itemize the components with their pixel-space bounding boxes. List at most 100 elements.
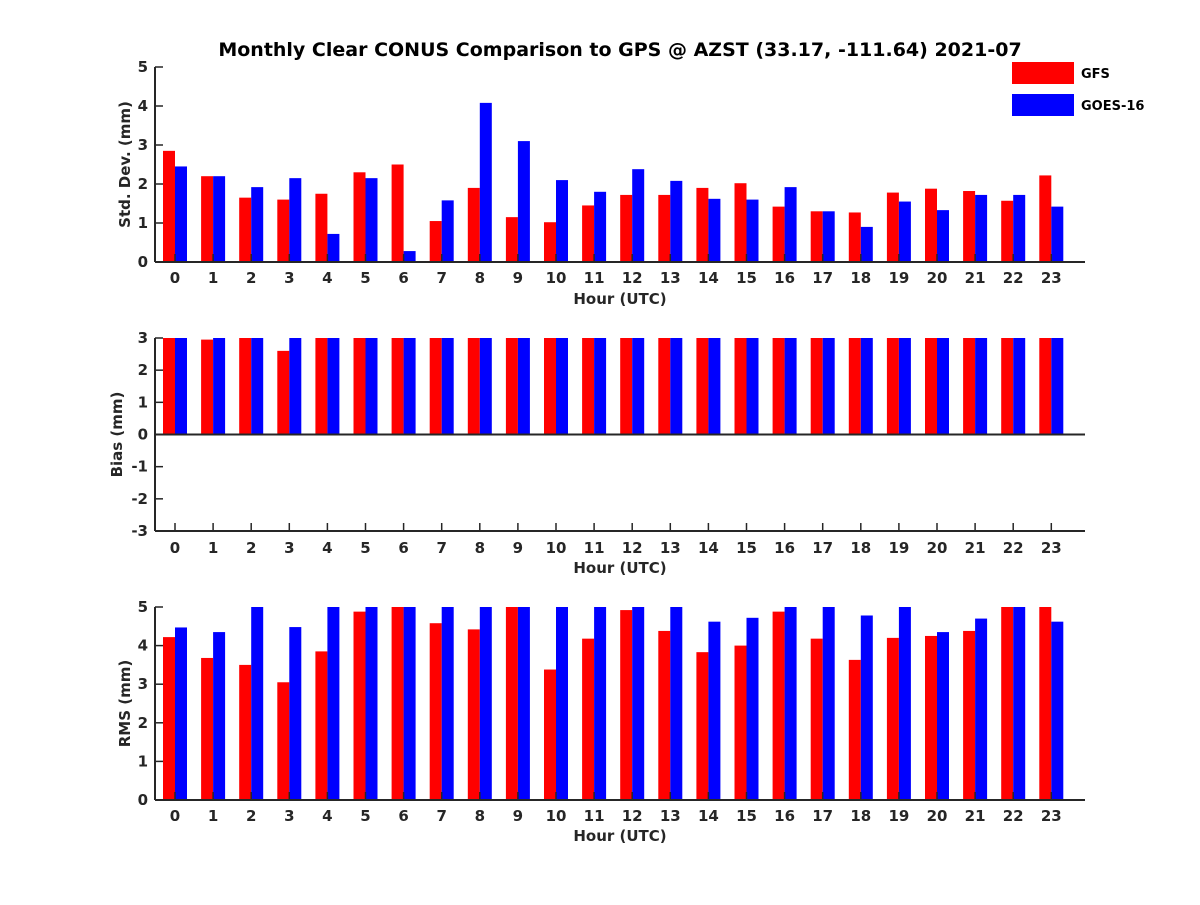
x-tick-label: 11 (584, 539, 605, 557)
bar-goes16-hour-15 (746, 199, 759, 262)
x-tick-label: 8 (475, 269, 485, 287)
bar-goes16-hour-17 (822, 211, 835, 262)
x-tick-label: 20 (927, 539, 948, 557)
x-tick-label: 3 (284, 269, 294, 287)
bar-goes16-hour-13 (670, 607, 683, 800)
y-tick-label: 1 (138, 214, 148, 232)
y-tick-label: 0 (138, 253, 148, 271)
x-tick-label: 13 (660, 807, 681, 825)
bar-goes16-hour-18 (860, 615, 873, 800)
x-tick-label: 18 (850, 807, 871, 825)
y-tick-label: 3 (138, 136, 148, 154)
x-tick-label: 13 (660, 539, 681, 557)
x-tick-label: 21 (965, 539, 986, 557)
x-tick-label: 15 (736, 269, 757, 287)
bar-goes16-hour-17 (822, 338, 835, 435)
x-tick-label: 18 (850, 269, 871, 287)
x-tick-label: 1 (208, 807, 218, 825)
bar-goes16-hour-13 (670, 180, 683, 262)
x-tick-label: 11 (584, 807, 605, 825)
bar-gfs-hour-17 (810, 638, 823, 800)
bar-gfs-hour-1 (201, 657, 214, 800)
x-axis-label: Hour (UTC) (573, 827, 666, 845)
bar-gfs-hour-20 (925, 188, 937, 262)
bar-gfs-hour-4 (315, 193, 328, 262)
bar-goes16-hour-16 (784, 187, 797, 262)
bar-goes16-hour-0 (175, 338, 187, 435)
y-axis-label: Std. Dev. (mm) (116, 101, 134, 228)
x-tick-label: 14 (698, 807, 719, 825)
x-tick-label: 4 (322, 269, 332, 287)
bar-goes16-hour-23 (1051, 206, 1064, 262)
y-tick-label: -1 (131, 458, 148, 476)
bar-gfs-hour-22 (1001, 200, 1014, 262)
x-tick-label: 17 (812, 539, 833, 557)
bar-gfs-hour-21 (963, 191, 976, 262)
bar-gfs-hour-18 (848, 212, 861, 262)
bar-gfs-hour-15 (734, 645, 747, 800)
bar-goes16-hour-21 (975, 618, 988, 800)
x-tick-label: 16 (774, 807, 795, 825)
bar-gfs-hour-23 (1039, 607, 1052, 800)
bar-goes16-hour-3 (289, 178, 302, 262)
y-tick-label: 1 (138, 393, 148, 411)
y-tick-label: 2 (138, 361, 148, 379)
x-tick-label: 7 (436, 539, 446, 557)
x-tick-label: 6 (398, 539, 408, 557)
bar-gfs-hour-21 (963, 338, 976, 435)
bar-gfs-hour-7 (429, 221, 442, 262)
x-tick-label: 2 (246, 539, 256, 557)
chart-title: Monthly Clear CONUS Comparison to GPS @ … (218, 39, 1021, 61)
bar-goes16-hour-7 (441, 200, 454, 262)
y-axis-label: Bias (mm) (108, 392, 126, 478)
bar-goes16-hour-5 (365, 178, 378, 262)
bar-goes16-hour-22 (1013, 338, 1026, 435)
bar-goes16-hour-12 (632, 169, 645, 262)
bar-goes16-hour-14 (708, 621, 721, 800)
x-tick-label: 10 (546, 269, 567, 287)
bar-gfs-hour-8 (467, 629, 480, 800)
bar-gfs-hour-9 (505, 607, 518, 800)
x-tick-label: 17 (812, 269, 833, 287)
bar-goes16-hour-20 (937, 338, 949, 435)
bar-goes16-hour-1 (213, 632, 226, 800)
x-tick-label: 23 (1041, 539, 1062, 557)
bar-goes16-hour-8 (479, 338, 492, 435)
x-tick-label: 7 (436, 269, 446, 287)
x-tick-label: 20 (927, 807, 948, 825)
x-axis-label: Hour (UTC) (573, 290, 666, 308)
bar-gfs-hour-23 (1039, 338, 1052, 435)
bar-gfs-hour-19 (886, 192, 899, 262)
bar-gfs-hour-16 (772, 338, 785, 435)
x-tick-label: 12 (622, 269, 643, 287)
bar-goes16-hour-11 (594, 338, 607, 435)
x-tick-label: 13 (660, 269, 681, 287)
x-tick-label: 16 (774, 269, 795, 287)
bar-goes16-hour-22 (1013, 194, 1026, 262)
x-tick-label: 2 (246, 807, 256, 825)
x-tick-label: 18 (850, 539, 871, 557)
bar-gfs-hour-12 (620, 194, 633, 262)
bar-goes16-hour-4 (327, 607, 340, 800)
legend-label-gfs: GFS (1081, 67, 1110, 82)
bar-goes16-hour-21 (975, 338, 988, 435)
x-tick-label: 17 (812, 807, 833, 825)
legend-label-goes16: GOES-16 (1081, 99, 1144, 114)
x-tick-label: 23 (1041, 269, 1062, 287)
bar-gfs-hour-19 (886, 637, 899, 800)
x-tick-label: 22 (1003, 269, 1024, 287)
bar-goes16-hour-20 (937, 210, 949, 262)
x-tick-label: 22 (1003, 807, 1024, 825)
x-tick-label: 15 (736, 539, 757, 557)
bar-goes16-hour-21 (975, 194, 988, 262)
bar-gfs-hour-8 (467, 338, 480, 435)
bar-goes16-hour-16 (784, 338, 797, 435)
bar-goes16-hour-14 (708, 338, 721, 435)
bar-goes16-hour-20 (937, 632, 949, 800)
x-tick-label: 21 (965, 269, 986, 287)
bar-gfs-hour-3 (277, 199, 290, 262)
y-tick-label: 5 (138, 598, 148, 616)
bar-gfs-hour-18 (848, 659, 861, 800)
bar-gfs-hour-10 (544, 338, 556, 435)
